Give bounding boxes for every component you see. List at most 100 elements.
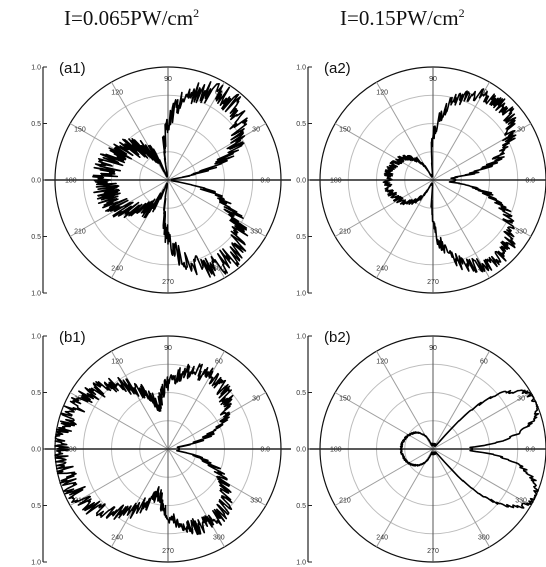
panel-4-radial-tick-label-4: 1.0 [296,560,306,567]
panel-4-angle-label-60: 60 [480,358,488,365]
panel-3-radial-tick-label-3: 0.5 [31,503,41,510]
panel-3-angle-label-300: 300 [213,535,225,542]
panel-2-spoke-210 [334,179,434,237]
panel-4-spoke-330 [432,448,532,506]
panel-1-spoke-60 [167,81,225,181]
panel-1-data-trace [92,81,249,278]
panel-4-angle-label-240: 240 [376,535,388,542]
panel-4-radial-tick-label-0: 1.0 [296,334,306,341]
panel-1-radial-tick-label-0: 1.0 [31,65,41,72]
panel-3-spoke-240 [111,448,169,548]
panel-4-angle-label-30: 30 [517,396,525,403]
panel-3-angle-label-60: 60 [215,358,223,365]
panel-4-angle-label-330: 330 [515,497,527,504]
column-title-right: I=0.15PW/cm2 [340,6,465,31]
panel-2-radial-tick-label-4: 1.0 [296,291,306,298]
panel-2-data-trace [382,88,517,273]
panel-3-spoke-300 [167,448,225,548]
panel-3-radial-tick-label-4: 1.0 [31,560,41,567]
panel-3-label: (b1) [59,329,86,346]
panel-2-spoke-60 [432,81,490,181]
panel-3-angle-label-0: 0.0 [260,447,270,454]
panel-1-angle-label-150: 150 [74,127,86,134]
panel-4-angle-label-90: 90 [429,345,437,352]
panel-1-angle-label-210: 210 [74,228,86,235]
panel-1-angle-label-180: 180 [65,178,77,185]
column-title-left-exponent: 2 [193,6,200,20]
panel-1-angle-label-240: 240 [111,266,123,273]
panel-3-spoke-30 [167,392,267,450]
panel-1-radial-tick-label-2: 0.0 [31,178,41,185]
panel-3-angle-label-330: 330 [250,497,262,504]
panel-1-angle-label-120: 120 [111,89,123,96]
panel-4-spoke-60 [432,350,490,450]
panel-2-spoke-150 [334,123,434,181]
panel-3-angle-label-180: 180 [65,447,77,454]
panel-1-spoke-30 [167,123,267,181]
panel-1-angle-label-30: 30 [252,127,260,134]
panel-3-spoke-60 [167,350,225,450]
panel-3-data-trace [54,363,234,536]
panel-3-radial-tick-label-2: 0.0 [31,447,41,454]
panel-4-spoke-240 [376,448,434,548]
panel-2-spoke-300 [432,179,490,279]
column-title-right-exponent: 2 [458,6,465,20]
panel-3-angle-label-240: 240 [111,535,123,542]
panel-2-angle-label-90: 90 [429,76,437,83]
panel-3-angle-label-270: 270 [162,548,174,555]
panel-4-spoke-120 [376,350,434,450]
panel-3-angle-label-90: 90 [164,345,172,352]
panel-1-radial-tick-label-3: 0.5 [31,234,41,241]
panel-2-angle-label-210: 210 [339,228,351,235]
panel-2-angle-label-60: 60 [480,89,488,96]
panel-4-radial-tick-label-3: 0.5 [296,503,306,510]
panel-4-spoke-150 [334,392,434,450]
panel-2-angle-label-330: 330 [515,228,527,235]
panel-2-label: (a2) [324,60,351,77]
panel-2-angle-label-0: 0.0 [525,178,535,185]
panel-4-spoke-210 [334,448,434,506]
panel-2-radial-tick-label-1: 0.5 [296,121,306,128]
panel-3-radial-tick-label-0: 1.0 [31,334,41,341]
panel-2-angle-label-30: 30 [517,127,525,134]
panel-4-angle-label-0: 0.0 [525,447,535,454]
panel-2-radial-tick-label-2: 0.0 [296,178,306,185]
panel-4-spoke-30 [432,392,532,450]
panel-2-radial-tick-label-0: 1.0 [296,65,306,72]
panel-3-angle-label-120: 120 [111,358,123,365]
panel-4-angle-label-180: 180 [330,447,342,454]
panel-4-spoke-300 [432,448,490,548]
panel-2-angle-label-120: 120 [376,89,388,96]
panel-3-spoke-210 [69,448,169,506]
panel-3-angle-label-30: 30 [252,396,260,403]
panel-2-angle-label-240: 240 [376,266,388,273]
column-title-right-text: I=0.15PW/cm [340,6,459,30]
panel-1-label: (a1) [59,60,86,77]
panel-2-spoke-330 [432,179,532,237]
panel-3-radial-tick-label-1: 0.5 [31,390,41,397]
panel-4-angle-label-120: 120 [376,358,388,365]
panel-2-radial-tick-label-3: 0.5 [296,234,306,241]
panel-4-radial-tick-label-1: 0.5 [296,390,306,397]
panel-4-angle-label-270: 270 [427,548,439,555]
panel-4-radial-tick-label-2: 0.0 [296,447,306,454]
panel-1-angle-label-270: 270 [162,279,174,286]
panel-4-angle-label-300: 300 [478,535,490,542]
panel-1-radial-tick-label-1: 0.5 [31,121,41,128]
panel-2-angle-label-270: 270 [427,279,439,286]
panel-4-angle-label-210: 210 [339,497,351,504]
panel-1-angle-label-0: 0.0 [260,178,270,185]
panel-4-angle-label-150: 150 [339,396,351,403]
column-title-left-text: I=0.065PW/cm [64,6,194,30]
panel-2-spoke-30 [432,123,532,181]
panel-1-angle-label-300: 300 [213,266,225,273]
panel-2-angle-label-180: 180 [330,178,342,185]
panel-4-data-trace [399,389,540,509]
panel-1-angle-label-330: 330 [250,228,262,235]
panel-4-label: (b2) [324,329,351,346]
panel-1-spoke-330 [167,179,267,237]
panel-3-spoke-120 [111,350,169,450]
panel-1-angle-label-90: 90 [164,76,172,83]
panel-1-radial-tick-label-4: 1.0 [31,291,41,298]
